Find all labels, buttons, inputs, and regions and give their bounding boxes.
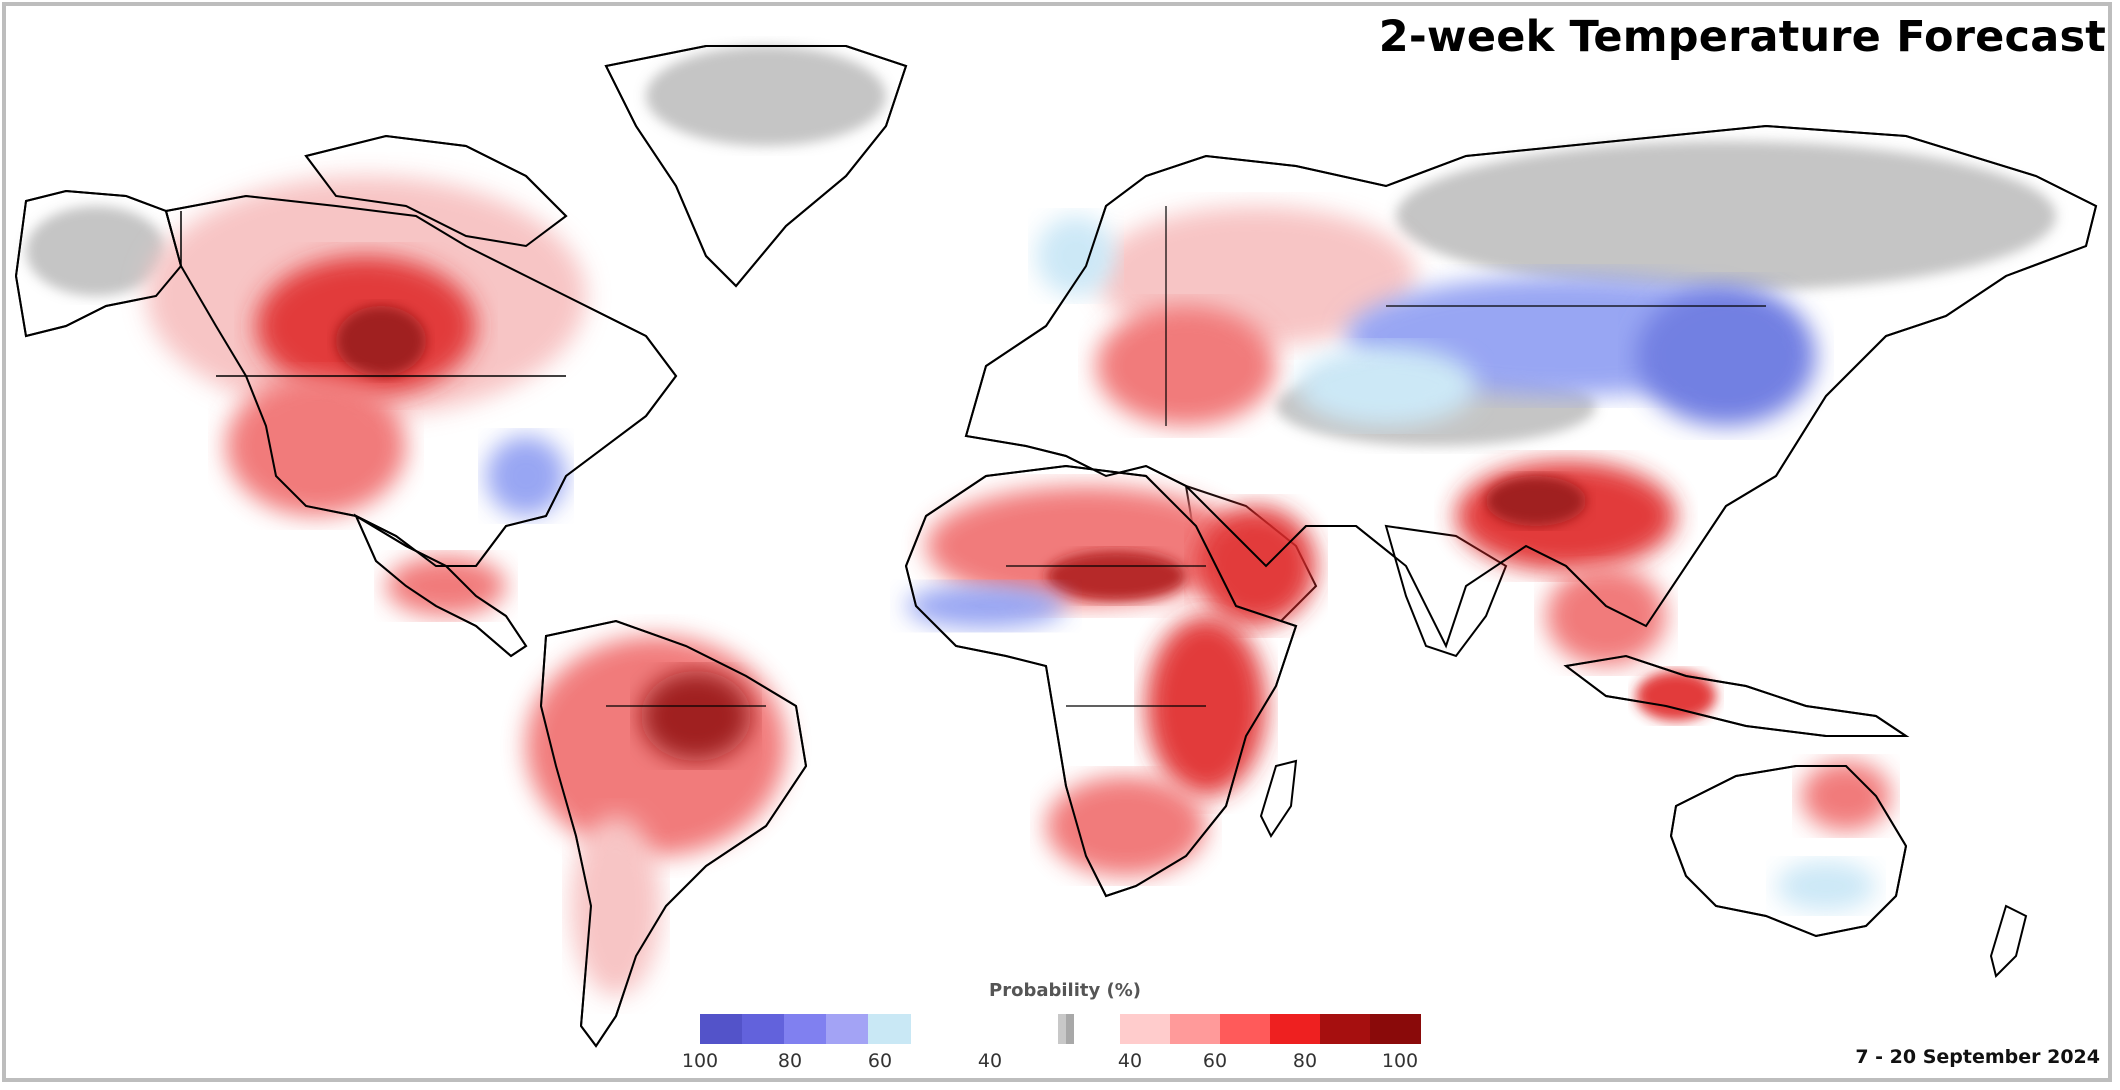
probability-legend: Probability (%) 100 80 60 40 40 60 80 100 — [682, 980, 1421, 1080]
legend-swatch-above-0 — [1120, 1014, 1171, 1044]
cold-kazakhstan — [1296, 346, 1476, 426]
legend-swatch-below-0 — [700, 1014, 743, 1044]
legend-tick-above-2: 80 — [1292, 1050, 1318, 1072]
warm-southern-africa — [1046, 776, 1206, 876]
legend-swatch-above-3 — [1270, 1014, 1321, 1044]
map-title: 2-week Temperature Forecast — [1378, 12, 2106, 62]
warm-western-us — [226, 376, 406, 516]
legend-tick-below-2: 60 — [867, 1050, 893, 1072]
coastlines — [14, 45, 2098, 1048]
land-new-zealand — [1989, 904, 2028, 978]
legend-swatch-neutral-1 — [1066, 1014, 1074, 1044]
warm-arabia — [1196, 506, 1316, 626]
warm-canada-core — [336, 306, 426, 376]
anomaly-shading — [26, 46, 2056, 996]
gray-zone-greenland — [646, 46, 886, 146]
legend-swatch-below-4 — [868, 1014, 911, 1044]
warm-europe-east — [1096, 306, 1276, 426]
cold-east-us — [486, 436, 566, 516]
warm-central-america — [386, 556, 506, 616]
legend-swatch-above-2 — [1220, 1014, 1271, 1044]
legend-tick-above-0: 40 — [1117, 1050, 1143, 1072]
warm-sahara-core — [1046, 551, 1186, 601]
legend-tick-above-3: 100 — [1381, 1050, 1419, 1072]
warm-tibet-core — [1486, 476, 1586, 526]
date-range: 7 - 20 September 2024 — [1855, 1046, 2100, 1068]
cold-china-northeast — [1636, 286, 1816, 426]
legend-swatch-above-5 — [1370, 1014, 1421, 1044]
warm-amazon-core — [641, 671, 751, 761]
land-india — [1384, 524, 1508, 658]
warm-borneo — [1636, 671, 1716, 721]
warm-se-asia — [1546, 566, 1666, 666]
land-madagascar — [1259, 759, 1298, 838]
cold-west-africa — [906, 584, 1066, 628]
warm-argentina — [571, 816, 661, 996]
legend-tick-below-0: 100 — [681, 1050, 719, 1072]
legend-swatch-below-1 — [742, 1014, 785, 1044]
world-map — [14, 45, 2098, 1048]
warm-australia-east — [1801, 761, 1891, 831]
legend-swatch-below-3 — [826, 1014, 869, 1044]
legend-tick-above-1: 60 — [1202, 1050, 1228, 1072]
cold-scandinavia — [1036, 216, 1116, 296]
gray-zone-alaska — [26, 206, 166, 296]
cold-south-australia — [1776, 861, 1876, 911]
legend-tick-below-1: 80 — [777, 1050, 803, 1072]
legend-swatch-below-2 — [784, 1014, 827, 1044]
legend-tick-below-3: 40 — [977, 1050, 1003, 1072]
legend-title: Probability (%) — [989, 980, 1141, 1001]
legend-swatch-above-1 — [1170, 1014, 1221, 1044]
legend-swatch-neutral-0 — [1058, 1014, 1066, 1044]
gray-zone-siberia — [1396, 141, 2056, 291]
legend-swatch-above-4 — [1320, 1014, 1371, 1044]
